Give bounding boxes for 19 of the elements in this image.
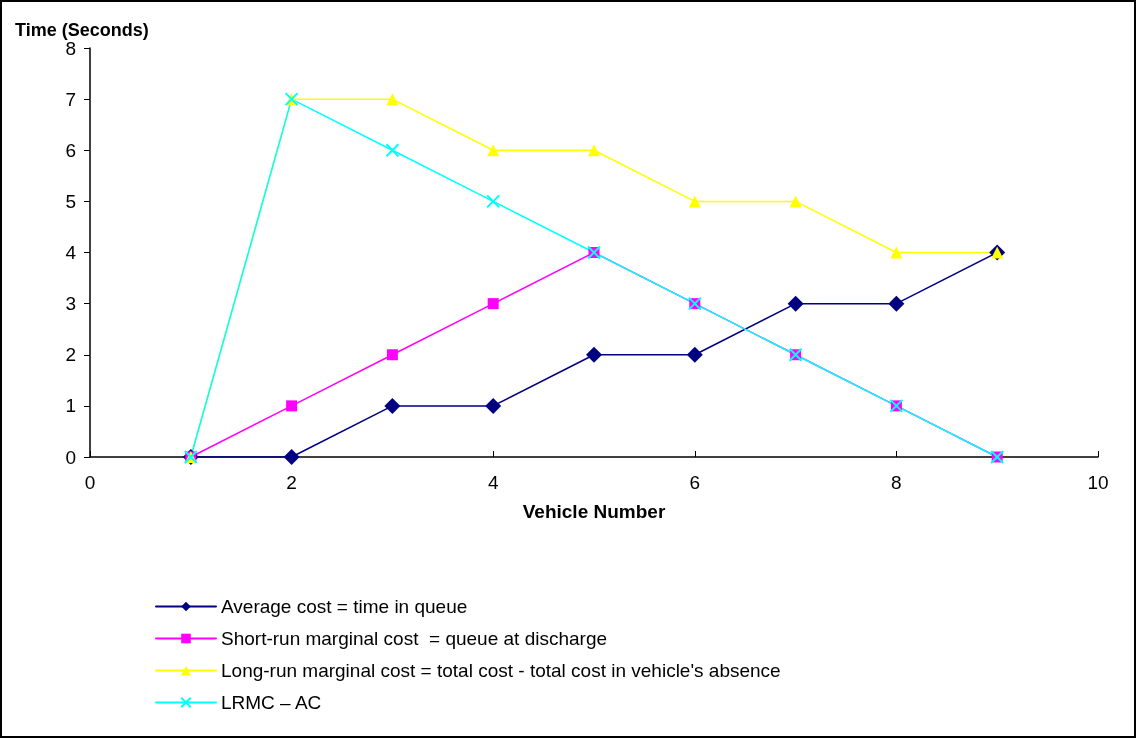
y-tick-label: 1: [65, 395, 76, 417]
y-tick-label: 3: [65, 293, 76, 315]
x-tick-label: 2: [286, 472, 297, 493]
x-axis-title: Vehicle Number: [522, 501, 666, 522]
x-tick-label: 10: [1087, 472, 1109, 493]
y-tick-label: 0: [65, 446, 76, 468]
y-tick-label: 4: [65, 242, 77, 263]
x-tick-label: 8: [891, 472, 902, 493]
legend-label: LRMC – AC: [221, 692, 322, 713]
legend-label: Long-run marginal cost = total cost - total cost in vehicle's absence: [221, 660, 781, 681]
x-tick-label: 0: [84, 472, 96, 493]
x-tick-label: 4: [487, 472, 499, 493]
y-tick-label: 6: [65, 139, 76, 161]
x-tick-label: 6: [689, 472, 701, 493]
legend-label: Average cost = time in queue: [221, 596, 468, 617]
y-tick-label: 5: [65, 190, 76, 212]
y-tick-label: 7: [65, 88, 76, 110]
y-tick-label: 2: [65, 344, 76, 366]
legend-label: Short-run marginal cost = queue at discharge: [221, 628, 608, 649]
